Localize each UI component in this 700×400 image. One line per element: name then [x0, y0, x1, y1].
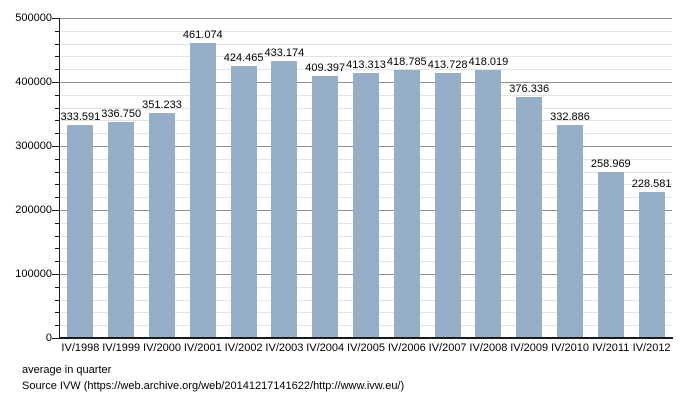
y-axis-tick	[55, 69, 59, 71]
bar-IV/2002	[230, 66, 257, 338]
y-axis-tick	[52, 18, 59, 19]
x-tick-label: IV/2005	[347, 342, 385, 354]
bar-IV/2005	[353, 73, 379, 338]
value-label: 461.074	[182, 28, 223, 41]
chart-caption: average in quarter	[22, 364, 112, 376]
bar-IV/2009	[516, 97, 543, 338]
x-tick-label: IV/2002	[224, 342, 263, 354]
bar-IV/2006	[393, 69, 420, 338]
y-tick-label: 400000	[15, 76, 52, 88]
y-axis-tick	[52, 274, 59, 275]
value-label: 418.785	[386, 55, 427, 68]
bar-IV/2001	[189, 42, 216, 338]
x-tick-label: IV/2011	[592, 342, 630, 354]
y-axis-tick	[55, 286, 59, 288]
x-tick-label: IV/2008	[469, 342, 508, 354]
x-tick-label: IV/2007	[428, 342, 467, 354]
y-axis-tick	[55, 197, 59, 199]
minor-gridline	[60, 43, 672, 45]
y-axis-tick	[55, 158, 59, 160]
y-axis-tick	[55, 107, 59, 109]
value-label: 433.174	[264, 46, 305, 59]
y-axis-tick	[55, 235, 59, 237]
minor-gridline	[60, 69, 672, 71]
y-axis-tick	[55, 261, 59, 263]
value-label: 351.233	[142, 99, 182, 112]
major-gridline	[60, 18, 672, 19]
y-tick-label: 300000	[15, 140, 52, 152]
y-axis-tick	[55, 30, 59, 32]
y-axis-tick	[55, 171, 59, 173]
x-tick-label: IV/2000	[143, 342, 181, 354]
x-tick-label: IV/2003	[265, 342, 304, 354]
value-label: 333.591	[60, 110, 101, 123]
y-axis-tick	[55, 184, 59, 186]
bar-IV/1999	[108, 122, 135, 338]
y-tick-label: 200000	[15, 204, 52, 216]
x-tick-label: IV/2006	[387, 342, 426, 354]
y-axis-tick	[55, 248, 59, 250]
y-axis-line	[59, 18, 60, 338]
bar-IV/1998	[67, 124, 94, 338]
value-label: 424.465	[223, 52, 264, 65]
bar-IV/2007	[434, 73, 461, 338]
y-axis-tick	[55, 325, 59, 327]
y-axis-tick	[55, 94, 59, 96]
x-tick-label: IV/1998	[61, 342, 100, 354]
bar-IV/2000	[149, 113, 175, 338]
value-label: 418.019	[468, 56, 509, 69]
x-tick-label: IV/2009	[510, 342, 549, 354]
x-tick-label: IV/1999	[102, 342, 141, 354]
value-label: 413.728	[427, 59, 468, 72]
y-axis-tick	[55, 56, 59, 58]
bar-IV/2012	[638, 191, 665, 338]
value-label: 332.886	[550, 110, 590, 123]
bar-IV/2010	[557, 124, 583, 338]
x-tick-label: IV/2001	[183, 342, 222, 354]
value-label: 413.313	[346, 59, 386, 72]
bar-IV/2011	[597, 172, 624, 338]
chart-source: Source IVW (https://web.archive.org/web/…	[22, 380, 405, 392]
y-axis-tick	[52, 210, 59, 211]
y-axis-tick	[52, 338, 59, 339]
value-label: 409.397	[305, 61, 346, 74]
y-axis-tick	[55, 312, 59, 314]
x-tick-label: IV/2004	[306, 342, 345, 354]
minor-gridline	[60, 30, 672, 32]
y-tick-label: 100000	[15, 268, 52, 280]
y-axis-tick	[52, 146, 59, 147]
x-axis-line	[59, 337, 673, 339]
value-label: 376.336	[509, 83, 550, 96]
value-label: 258.969	[590, 158, 631, 171]
y-axis-tick	[55, 299, 59, 301]
y-axis-tick	[55, 133, 59, 135]
bar-IV/2004	[312, 76, 339, 338]
minor-gridline	[60, 56, 672, 58]
plot-area	[60, 18, 672, 338]
y-axis-tick	[55, 43, 59, 45]
y-axis-tick	[55, 222, 59, 224]
y-axis-tick	[55, 120, 59, 122]
bar-IV/2003	[271, 60, 298, 338]
bar-IV/2008	[475, 70, 502, 338]
value-label: 228.581	[631, 177, 672, 190]
value-label: 336.750	[101, 108, 142, 121]
x-tick-label: IV/2012	[632, 342, 671, 354]
y-axis-tick	[52, 82, 59, 83]
y-tick-label: 0	[45, 332, 52, 344]
y-tick-label: 500000	[15, 12, 52, 24]
x-tick-label: IV/2010	[551, 342, 589, 354]
